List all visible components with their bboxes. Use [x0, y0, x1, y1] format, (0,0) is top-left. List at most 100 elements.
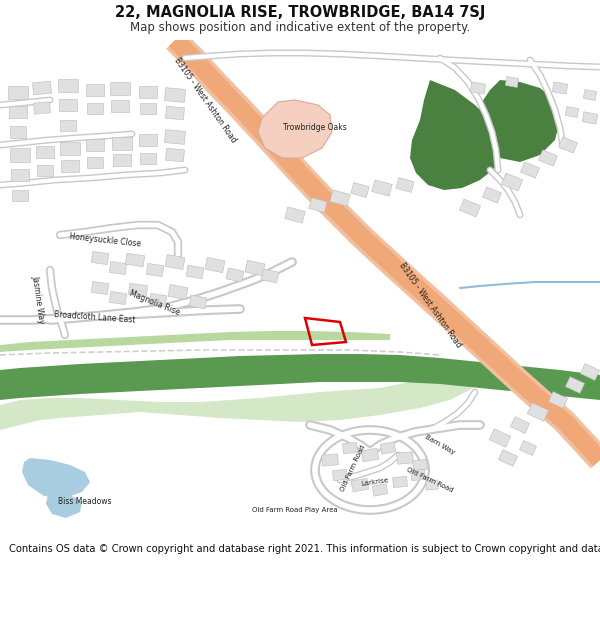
- Bar: [109, 261, 127, 274]
- Bar: [87, 102, 103, 114]
- Bar: [59, 99, 77, 111]
- Bar: [361, 448, 379, 462]
- Bar: [511, 417, 530, 433]
- Bar: [110, 81, 130, 94]
- Bar: [189, 295, 207, 309]
- Bar: [140, 102, 156, 114]
- Text: Broadcloth Lane East: Broadcloth Lane East: [54, 309, 136, 324]
- Text: B3105 - West Ashton Road: B3105 - West Ashton Road: [397, 261, 463, 349]
- Bar: [565, 377, 584, 393]
- Bar: [164, 129, 185, 144]
- Bar: [520, 441, 536, 456]
- Text: Magnolia Rise: Magnolia Rise: [128, 289, 182, 318]
- Bar: [392, 476, 407, 488]
- Bar: [309, 198, 327, 212]
- Text: Old Farm Road Play Area: Old Farm Road Play Area: [252, 507, 338, 513]
- Bar: [580, 364, 599, 381]
- Text: Barn Way: Barn Way: [424, 434, 456, 456]
- Bar: [380, 442, 396, 454]
- Bar: [8, 86, 28, 99]
- Bar: [559, 137, 577, 153]
- Polygon shape: [0, 354, 600, 400]
- Bar: [36, 146, 54, 158]
- Bar: [490, 429, 511, 448]
- Bar: [413, 459, 427, 471]
- Text: Old Farm Road: Old Farm Road: [340, 444, 367, 493]
- Polygon shape: [0, 365, 480, 535]
- Bar: [539, 150, 557, 166]
- Bar: [10, 126, 26, 138]
- Bar: [34, 102, 50, 114]
- Bar: [32, 81, 52, 95]
- Text: 22, MAGNOLIA RISE, TROWBRIDGE, BA14 7SJ: 22, MAGNOLIA RISE, TROWBRIDGE, BA14 7SJ: [115, 4, 485, 19]
- Bar: [166, 106, 184, 120]
- Bar: [37, 164, 53, 176]
- Bar: [332, 469, 347, 481]
- Bar: [146, 264, 164, 276]
- Bar: [125, 253, 145, 267]
- Bar: [112, 136, 132, 149]
- Polygon shape: [0, 331, 390, 352]
- Bar: [372, 484, 388, 496]
- Bar: [165, 254, 185, 269]
- Polygon shape: [410, 80, 502, 190]
- Bar: [205, 258, 225, 272]
- Bar: [548, 392, 568, 408]
- Bar: [87, 156, 103, 168]
- Bar: [113, 154, 131, 166]
- Bar: [10, 148, 30, 162]
- Bar: [164, 88, 185, 103]
- Bar: [582, 112, 598, 124]
- Bar: [502, 173, 523, 191]
- Bar: [343, 442, 358, 454]
- Text: Trowbridge Oaks: Trowbridge Oaks: [283, 124, 347, 132]
- Bar: [505, 76, 518, 88]
- Bar: [61, 160, 79, 172]
- Bar: [11, 169, 29, 181]
- Bar: [351, 182, 369, 198]
- Polygon shape: [22, 458, 90, 498]
- Text: Map shows position and indicative extent of the property.: Map shows position and indicative extent…: [130, 21, 470, 34]
- Bar: [109, 291, 127, 304]
- Text: Contains OS data © Crown copyright and database right 2021. This information is : Contains OS data © Crown copyright and d…: [9, 544, 600, 554]
- Bar: [149, 294, 167, 306]
- Bar: [139, 86, 157, 98]
- Bar: [460, 199, 481, 217]
- Bar: [186, 265, 204, 279]
- Bar: [425, 480, 439, 490]
- Bar: [86, 84, 104, 96]
- Bar: [91, 281, 109, 294]
- Polygon shape: [476, 80, 560, 162]
- Bar: [111, 100, 129, 112]
- Text: Larkrise: Larkrise: [361, 477, 389, 487]
- Bar: [285, 207, 305, 223]
- Bar: [521, 162, 539, 178]
- Bar: [552, 82, 568, 94]
- Bar: [140, 152, 156, 164]
- Text: Jasmine Way: Jasmine Way: [30, 275, 46, 325]
- Text: Honeysuckle Close: Honeysuckle Close: [69, 232, 141, 248]
- Bar: [372, 180, 392, 196]
- Bar: [470, 82, 486, 94]
- Text: Biss Meadows: Biss Meadows: [58, 498, 112, 506]
- Bar: [261, 269, 279, 283]
- Bar: [166, 148, 184, 162]
- Bar: [527, 402, 548, 421]
- Bar: [499, 449, 518, 466]
- Bar: [12, 189, 28, 201]
- Bar: [91, 251, 109, 264]
- Polygon shape: [46, 490, 82, 518]
- Text: B3105 - West Ashton Road: B3105 - West Ashton Road: [172, 56, 238, 144]
- Bar: [60, 119, 76, 131]
- Bar: [397, 452, 413, 464]
- Bar: [245, 260, 265, 276]
- Bar: [128, 283, 148, 297]
- Bar: [58, 79, 78, 91]
- Bar: [9, 106, 27, 118]
- Bar: [410, 469, 425, 481]
- Bar: [351, 478, 369, 492]
- Bar: [396, 177, 414, 192]
- Bar: [168, 284, 188, 299]
- Polygon shape: [258, 100, 332, 158]
- Bar: [60, 141, 80, 154]
